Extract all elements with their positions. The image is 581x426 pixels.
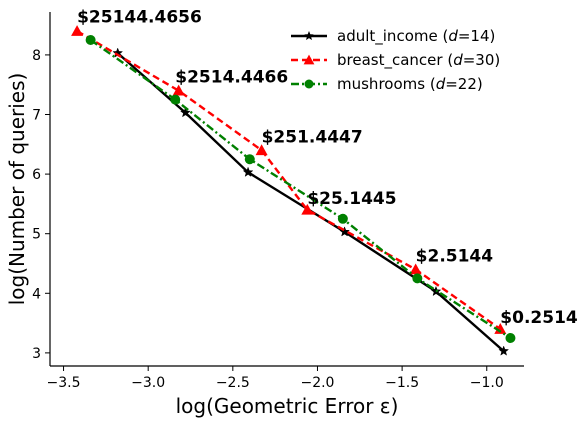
x-tick-label: −2.0 — [300, 375, 334, 391]
annotations: $25144.4656 $2514.4466 $251.4447 $25.1445 $2… — [77, 8, 578, 328]
annotation-label: $251.4447 — [262, 128, 363, 148]
data-point — [494, 323, 507, 334]
series-line — [89, 39, 512, 340]
data-point — [498, 345, 510, 356]
legend-label: adult_income (d=14) — [337, 27, 495, 46]
y-tick-label: 3 — [32, 346, 41, 362]
y-tick-label: 5 — [32, 227, 41, 243]
legend-swatch-marker — [304, 79, 314, 89]
x-tick-label: −3.0 — [131, 375, 165, 391]
data-point — [179, 107, 191, 118]
data-point — [255, 144, 268, 156]
data-point — [71, 25, 84, 36]
legend-label: breast_cancer (d=30) — [337, 51, 500, 70]
data-point — [412, 273, 423, 284]
legend-label-var: d — [436, 75, 446, 93]
legend-label-var: d — [453, 51, 463, 69]
legend-label: mushrooms (d=22) — [337, 75, 483, 93]
annotation-label: $25144.4656 — [77, 8, 202, 28]
annotation-label: $2.5144 — [416, 247, 494, 267]
y-tick-label: 8 — [32, 48, 41, 64]
data-point — [170, 94, 181, 105]
x-tick-label: −3.5 — [47, 375, 81, 391]
legend-label-prefix: breast_cancer ( — [337, 51, 453, 70]
series-line — [76, 30, 501, 331]
legend-label-suffix: =22) — [445, 75, 483, 93]
legend: adult_income (d=14)breast_cancer (d=30)m… — [291, 27, 500, 93]
x-tick-label: −2.5 — [216, 375, 250, 391]
data-point — [242, 166, 254, 177]
y-tick-label: 6 — [32, 167, 41, 183]
series-1 — [71, 25, 507, 334]
legend-entry: breast_cancer (d=30) — [291, 51, 500, 70]
y-tick-label: 4 — [32, 286, 41, 302]
legend-entry: mushrooms (d=22) — [291, 75, 483, 93]
data-point — [337, 213, 348, 224]
legend-swatch-marker — [304, 30, 314, 41]
data-point — [505, 332, 516, 343]
data-point — [301, 203, 314, 215]
data-point — [172, 84, 185, 96]
legend-swatch-marker — [303, 54, 315, 65]
legend-label-suffix: =30) — [463, 51, 501, 69]
axes: −3.5 −3.0 −2.5 −2.0 −1.5 −1.0 3 4 5 6 7 8 log(Geomet… — [5, 12, 524, 418]
annotation-label: $0.2514 — [500, 308, 578, 328]
data-point — [339, 226, 350, 237]
data-point — [85, 35, 96, 46]
data-point — [409, 263, 422, 275]
legend-entry: adult_income (d=14) — [291, 27, 495, 46]
legend-label-prefix: mushrooms ( — [337, 75, 436, 93]
legend-label-prefix: adult_income ( — [337, 27, 448, 46]
annotation-label: $2514.4466 — [175, 67, 288, 87]
y-tick-label: 7 — [32, 108, 41, 124]
x-tick-label: −1.0 — [470, 375, 504, 391]
legend-label-var: d — [448, 27, 458, 45]
series-2 — [85, 35, 516, 343]
plot-area — [71, 25, 516, 356]
x-axis-title: log(Geometric Error ε) — [176, 394, 399, 418]
data-point — [244, 154, 255, 165]
x-tick-label: −1.5 — [385, 375, 419, 391]
annotation-label: $25.1445 — [307, 189, 396, 209]
legend-label-suffix: =14) — [458, 27, 496, 45]
y-axis-title: log(Number of queries) — [5, 73, 29, 306]
